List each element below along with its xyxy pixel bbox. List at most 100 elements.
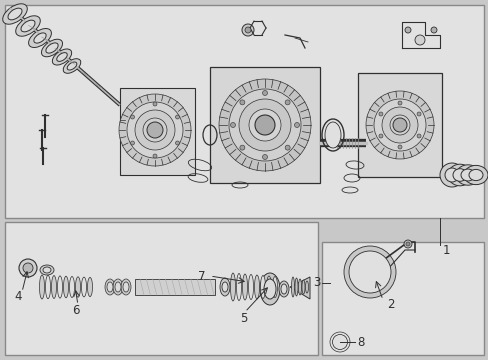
Ellipse shape — [34, 33, 46, 43]
Ellipse shape — [325, 122, 340, 148]
Circle shape — [404, 27, 410, 33]
Ellipse shape — [43, 267, 51, 273]
Text: 3: 3 — [312, 276, 320, 289]
Circle shape — [127, 102, 183, 158]
Circle shape — [405, 242, 409, 246]
Ellipse shape — [123, 282, 129, 292]
Circle shape — [175, 141, 179, 145]
Ellipse shape — [468, 170, 482, 181]
Ellipse shape — [8, 8, 22, 20]
Ellipse shape — [332, 335, 346, 349]
Circle shape — [23, 263, 33, 273]
Ellipse shape — [335, 338, 343, 346]
Ellipse shape — [58, 276, 62, 298]
Ellipse shape — [57, 53, 67, 61]
Ellipse shape — [51, 276, 57, 298]
Ellipse shape — [248, 274, 253, 300]
Ellipse shape — [452, 169, 466, 181]
Circle shape — [19, 259, 37, 277]
Circle shape — [416, 134, 420, 138]
Circle shape — [254, 115, 274, 135]
Circle shape — [397, 101, 401, 105]
Ellipse shape — [272, 276, 277, 297]
Ellipse shape — [113, 279, 123, 295]
Circle shape — [257, 117, 272, 133]
Ellipse shape — [28, 28, 51, 48]
Text: 5: 5 — [240, 311, 247, 324]
Ellipse shape — [41, 39, 62, 57]
Circle shape — [430, 27, 436, 33]
Circle shape — [239, 99, 290, 151]
Ellipse shape — [115, 282, 121, 292]
Polygon shape — [289, 277, 309, 299]
Text: 4: 4 — [14, 291, 21, 303]
Circle shape — [378, 112, 382, 116]
Circle shape — [262, 154, 267, 159]
Circle shape — [262, 90, 267, 95]
Circle shape — [244, 27, 250, 33]
Ellipse shape — [332, 334, 347, 350]
Text: 2: 2 — [386, 298, 394, 311]
Ellipse shape — [67, 62, 77, 70]
Bar — [5, 222, 317, 355]
Ellipse shape — [242, 274, 247, 300]
Ellipse shape — [349, 252, 389, 292]
Ellipse shape — [52, 49, 72, 65]
Ellipse shape — [447, 164, 471, 186]
Ellipse shape — [266, 276, 271, 298]
Circle shape — [242, 24, 253, 36]
Circle shape — [378, 134, 382, 138]
Text: 6: 6 — [72, 305, 80, 318]
Ellipse shape — [107, 282, 113, 292]
Polygon shape — [120, 88, 195, 175]
Circle shape — [149, 124, 161, 136]
Circle shape — [153, 102, 157, 106]
Bar — [135, 279, 215, 295]
Circle shape — [365, 91, 433, 159]
Ellipse shape — [69, 276, 74, 297]
Circle shape — [294, 122, 299, 127]
Ellipse shape — [294, 278, 297, 296]
Circle shape — [397, 145, 401, 149]
Ellipse shape — [357, 260, 381, 284]
Circle shape — [119, 94, 191, 166]
Ellipse shape — [281, 284, 286, 294]
Circle shape — [135, 110, 175, 150]
Circle shape — [147, 122, 163, 138]
Ellipse shape — [46, 43, 58, 53]
Ellipse shape — [230, 273, 235, 301]
Ellipse shape — [264, 279, 275, 299]
Ellipse shape — [16, 16, 40, 36]
Ellipse shape — [260, 275, 265, 298]
Ellipse shape — [254, 275, 259, 299]
Text: 7: 7 — [198, 270, 205, 283]
Ellipse shape — [81, 277, 86, 297]
Circle shape — [373, 99, 425, 151]
Bar — [5, 5, 483, 218]
Ellipse shape — [63, 59, 81, 73]
Circle shape — [392, 118, 406, 132]
Circle shape — [130, 115, 134, 119]
Ellipse shape — [21, 20, 35, 32]
Ellipse shape — [121, 279, 131, 295]
Ellipse shape — [439, 163, 463, 187]
Ellipse shape — [455, 165, 479, 185]
Ellipse shape — [40, 275, 44, 299]
Ellipse shape — [220, 278, 229, 296]
Ellipse shape — [463, 165, 487, 185]
Circle shape — [230, 122, 235, 127]
Ellipse shape — [236, 274, 241, 301]
Circle shape — [130, 141, 134, 145]
Circle shape — [153, 154, 157, 158]
Circle shape — [228, 89, 301, 161]
Circle shape — [240, 145, 244, 150]
Ellipse shape — [343, 246, 395, 298]
Circle shape — [175, 115, 179, 119]
Ellipse shape — [3, 4, 27, 24]
Circle shape — [381, 107, 417, 143]
Circle shape — [403, 240, 411, 248]
Text: 8: 8 — [356, 336, 364, 348]
Bar — [357, 73, 441, 177]
Circle shape — [219, 79, 310, 171]
Ellipse shape — [45, 275, 50, 299]
